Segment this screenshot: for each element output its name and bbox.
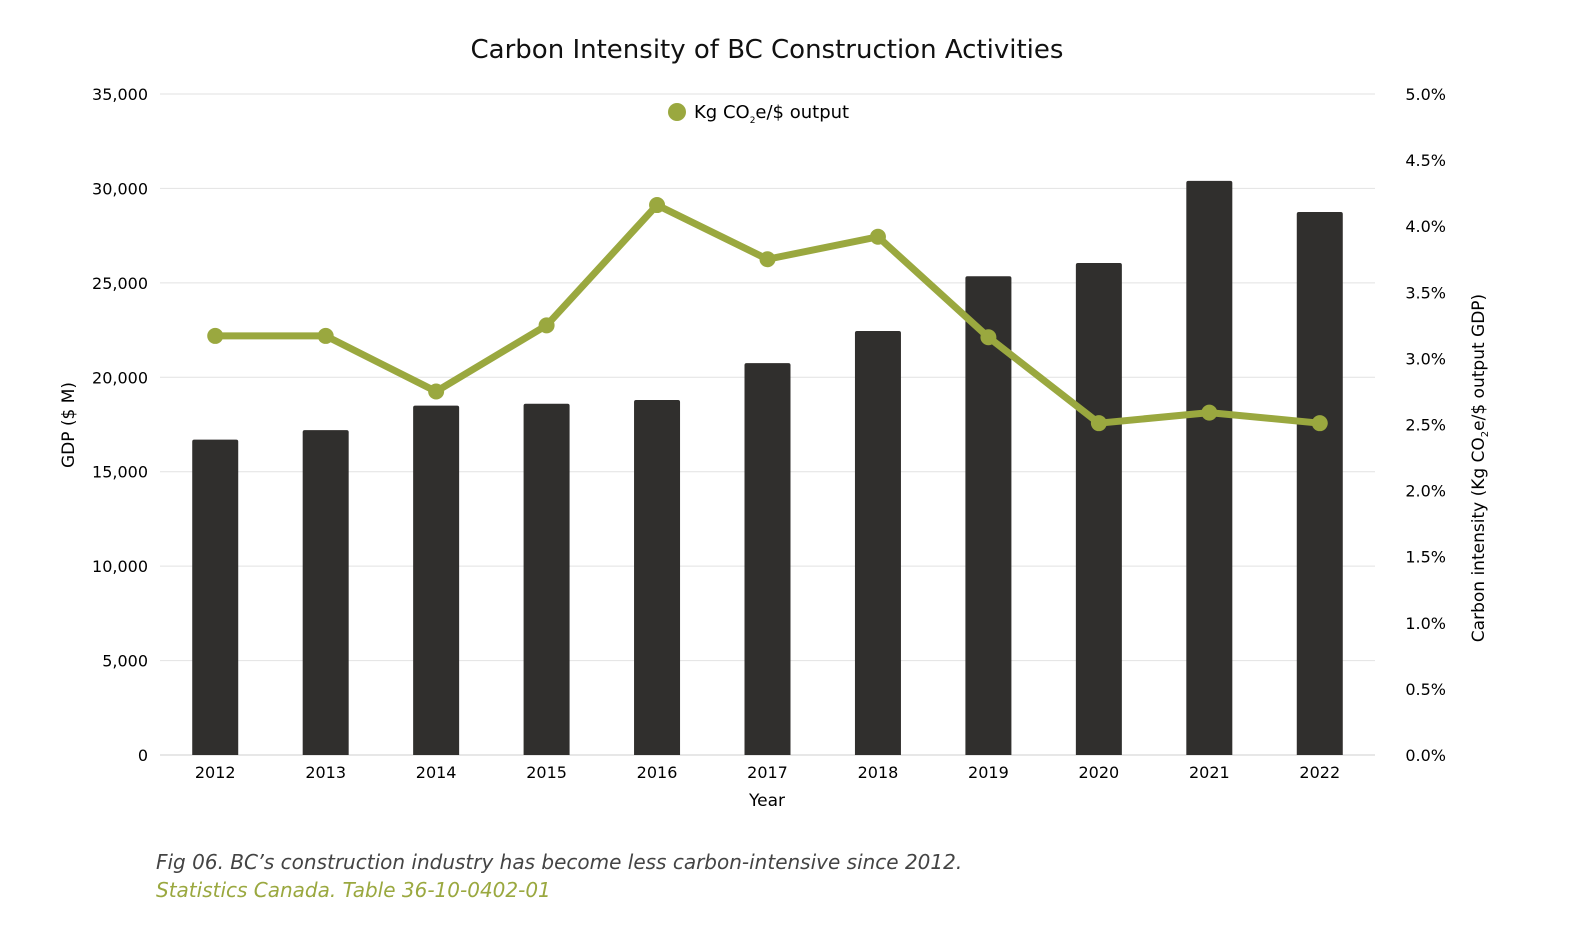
x-tick-label: 2020 — [1079, 763, 1120, 782]
y-tick-label: 35,000 — [92, 85, 148, 104]
x-tick-label: 2014 — [416, 763, 457, 782]
point-2014 — [428, 383, 445, 400]
bar-2012 — [192, 439, 239, 755]
x-tick-label: 2013 — [305, 763, 346, 782]
x-tick-label: 2016 — [637, 763, 678, 782]
legend: Kg CO2e/$ output — [668, 102, 849, 126]
chart: Carbon Intensity of BC Construction Acti… — [59, 35, 1491, 811]
y-axis-right: 0.0% 0.5% 1.0% 1.5% 2.0% 2.5% 3.0% 3.5% 4.0% 4.5%… — [1405, 85, 1446, 765]
y2-tick-label: 2.5% — [1405, 416, 1446, 435]
y-axis-label: GDP ($ M) — [59, 382, 79, 468]
y-tick-label: 20,000 — [92, 368, 148, 387]
y-tick-label: 5,000 — [102, 652, 148, 671]
bar-2016 — [634, 399, 681, 755]
y2-tick-label: 1.5% — [1405, 548, 1446, 567]
y-tick-label: 25,000 — [92, 274, 148, 293]
point-2013 — [317, 327, 334, 344]
y2-tick-label: 0.0% — [1405, 746, 1446, 765]
bar-2020 — [1075, 263, 1122, 755]
figure-caption: Fig 06. BC’s construction industry has b… — [156, 848, 962, 904]
bar-series — [192, 180, 1343, 756]
x-tick-label: 2022 — [1299, 763, 1340, 782]
bar-2015 — [523, 403, 570, 755]
caption-source: Statistics Canada. Table 36-10-0402-01 — [156, 878, 551, 902]
y2-tick-label: 3.5% — [1405, 283, 1446, 302]
y-tick-label: 15,000 — [92, 463, 148, 482]
legend-marker — [668, 103, 686, 121]
x-tick-label: 2015 — [526, 763, 567, 782]
y2-tick-label: 0.5% — [1405, 680, 1446, 699]
bar-2022 — [1296, 212, 1343, 756]
point-2021 — [1201, 404, 1218, 421]
y2-tick-label: 5.0% — [1405, 85, 1446, 104]
x-axis: 2012 2013 2014 2015 2016 2017 2018 2019 2020 2021… — [195, 763, 1340, 782]
bar-2021 — [1186, 180, 1233, 756]
y-tick-label: 0 — [138, 746, 148, 765]
point-2022 — [1311, 415, 1328, 432]
point-2020 — [1090, 415, 1107, 432]
point-2012 — [207, 327, 224, 344]
x-axis-label: Year — [748, 791, 785, 811]
x-tick-label: 2019 — [968, 763, 1009, 782]
y2-tick-label: 1.0% — [1405, 614, 1446, 633]
point-2016 — [649, 197, 666, 214]
bar-2013 — [302, 430, 349, 755]
y2-tick-label: 2.0% — [1405, 482, 1446, 501]
caption-text: Fig 06. BC’s construction industry has b… — [156, 850, 963, 874]
y2-tick-label: 4.5% — [1405, 151, 1446, 170]
legend-label: Kg CO2e/$ output — [694, 102, 849, 126]
x-tick-label: 2012 — [195, 763, 236, 782]
bar-2018 — [854, 331, 901, 755]
bar-2017 — [744, 363, 791, 755]
chart-title: Carbon Intensity of BC Construction Acti… — [471, 35, 1064, 65]
y2-axis-label: Carbon intensity (Kg CO2e/$ output GDP) — [1469, 294, 1491, 642]
y2-tick-label: 3.0% — [1405, 349, 1446, 368]
y-axis-left: 0 5,000 10,000 15,000 20,000 25,000 30,000 35,0… — [92, 85, 148, 765]
y-tick-label: 30,000 — [92, 179, 148, 198]
point-2019 — [980, 329, 997, 346]
y2-tick-label: 4.0% — [1405, 217, 1446, 236]
line-series — [207, 197, 1328, 432]
y-tick-label: 10,000 — [92, 557, 148, 576]
x-tick-label: 2018 — [858, 763, 899, 782]
point-2015 — [538, 317, 555, 334]
x-tick-label: 2021 — [1189, 763, 1230, 782]
bar-2019 — [965, 276, 1012, 755]
x-tick-label: 2017 — [747, 763, 788, 782]
point-2017 — [759, 251, 776, 268]
point-2018 — [869, 228, 886, 245]
bar-2014 — [413, 405, 460, 755]
